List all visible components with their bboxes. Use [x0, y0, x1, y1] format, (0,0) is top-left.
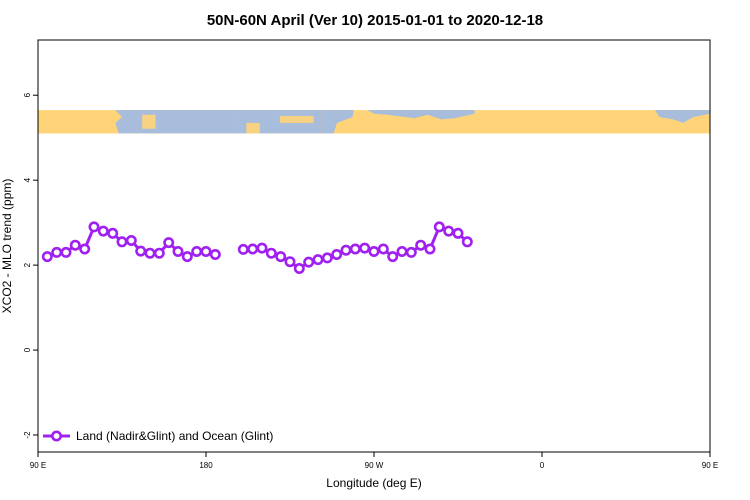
data-point — [349, 243, 361, 255]
data-point — [107, 227, 119, 239]
legend: Land (Nadir&Glint) and Ocean (Glint) — [43, 429, 273, 443]
map-land-feature — [246, 122, 260, 134]
data-point — [443, 225, 455, 237]
data-point — [405, 246, 417, 258]
map-land-feature — [91, 120, 109, 133]
y-tick-label: 2 — [23, 262, 32, 267]
data-point — [191, 246, 203, 258]
data-point — [51, 246, 63, 258]
x-tick-label: 90 E — [30, 461, 46, 470]
data-point — [303, 256, 315, 268]
data-point — [88, 221, 100, 233]
data-point — [359, 242, 371, 254]
data-point — [79, 243, 91, 255]
data-point — [331, 249, 343, 261]
data-point — [433, 221, 445, 233]
series-group — [41, 221, 473, 274]
data-point — [163, 237, 175, 249]
map-ocean-region — [654, 110, 710, 123]
data-point — [209, 249, 221, 261]
x-tick-label: 90 W — [365, 461, 384, 470]
data-point — [461, 236, 473, 248]
data-point — [368, 246, 380, 258]
data-point — [377, 243, 389, 255]
legend-marker — [50, 430, 62, 442]
data-point — [97, 225, 109, 237]
data-point — [424, 243, 436, 255]
data-point — [312, 254, 324, 266]
data-point — [69, 239, 81, 251]
x-axis: 90 E 180 90 W 0 90 E — [30, 452, 718, 470]
y-tick-label: 0 — [23, 347, 32, 352]
chart-title: 50N-60N April (Ver 10) 2015-01-01 to 202… — [207, 12, 543, 29]
map-land-feature — [142, 114, 156, 129]
data-point — [284, 256, 296, 268]
data-point — [60, 246, 72, 258]
data-point — [200, 246, 212, 258]
map-ocean-region — [367, 110, 475, 120]
data-point — [144, 247, 156, 259]
data-point — [135, 245, 147, 257]
y-tick-label: 6 — [23, 92, 32, 97]
data-point — [116, 236, 128, 248]
data-point — [41, 251, 53, 263]
data-point — [452, 227, 464, 239]
data-point — [387, 251, 399, 263]
map-ocean-region — [115, 110, 240, 134]
data-point — [265, 247, 277, 259]
data-point — [237, 243, 249, 255]
y-tick-label: 4 — [23, 177, 32, 182]
map-land-feature — [279, 115, 314, 123]
data-point — [172, 246, 184, 258]
data-point — [275, 251, 287, 263]
data-point — [125, 235, 137, 247]
data-point — [293, 262, 305, 274]
y-axis: -2 0 2 4 6 — [23, 92, 38, 439]
data-point — [415, 239, 427, 251]
y-axis-label: XCO2 - MLO trend (ppm) — [0, 179, 14, 314]
data-point — [256, 242, 268, 254]
x-tick-label: 180 — [199, 461, 213, 470]
data-point — [153, 247, 165, 259]
map-ocean-region — [320, 110, 354, 134]
data-point — [181, 251, 193, 263]
x-tick-label: 0 — [540, 461, 545, 470]
legend-label: Land (Nadir&Glint) and Ocean (Glint) — [76, 429, 273, 443]
data-point — [247, 243, 259, 255]
data-point — [396, 246, 408, 258]
data-point — [321, 252, 333, 264]
y-tick-label: -2 — [23, 431, 32, 439]
map-band — [38, 110, 710, 134]
x-tick-label: 90 E — [702, 461, 718, 470]
x-axis-label: Longitude (deg E) — [326, 476, 421, 490]
data-point — [340, 244, 352, 256]
